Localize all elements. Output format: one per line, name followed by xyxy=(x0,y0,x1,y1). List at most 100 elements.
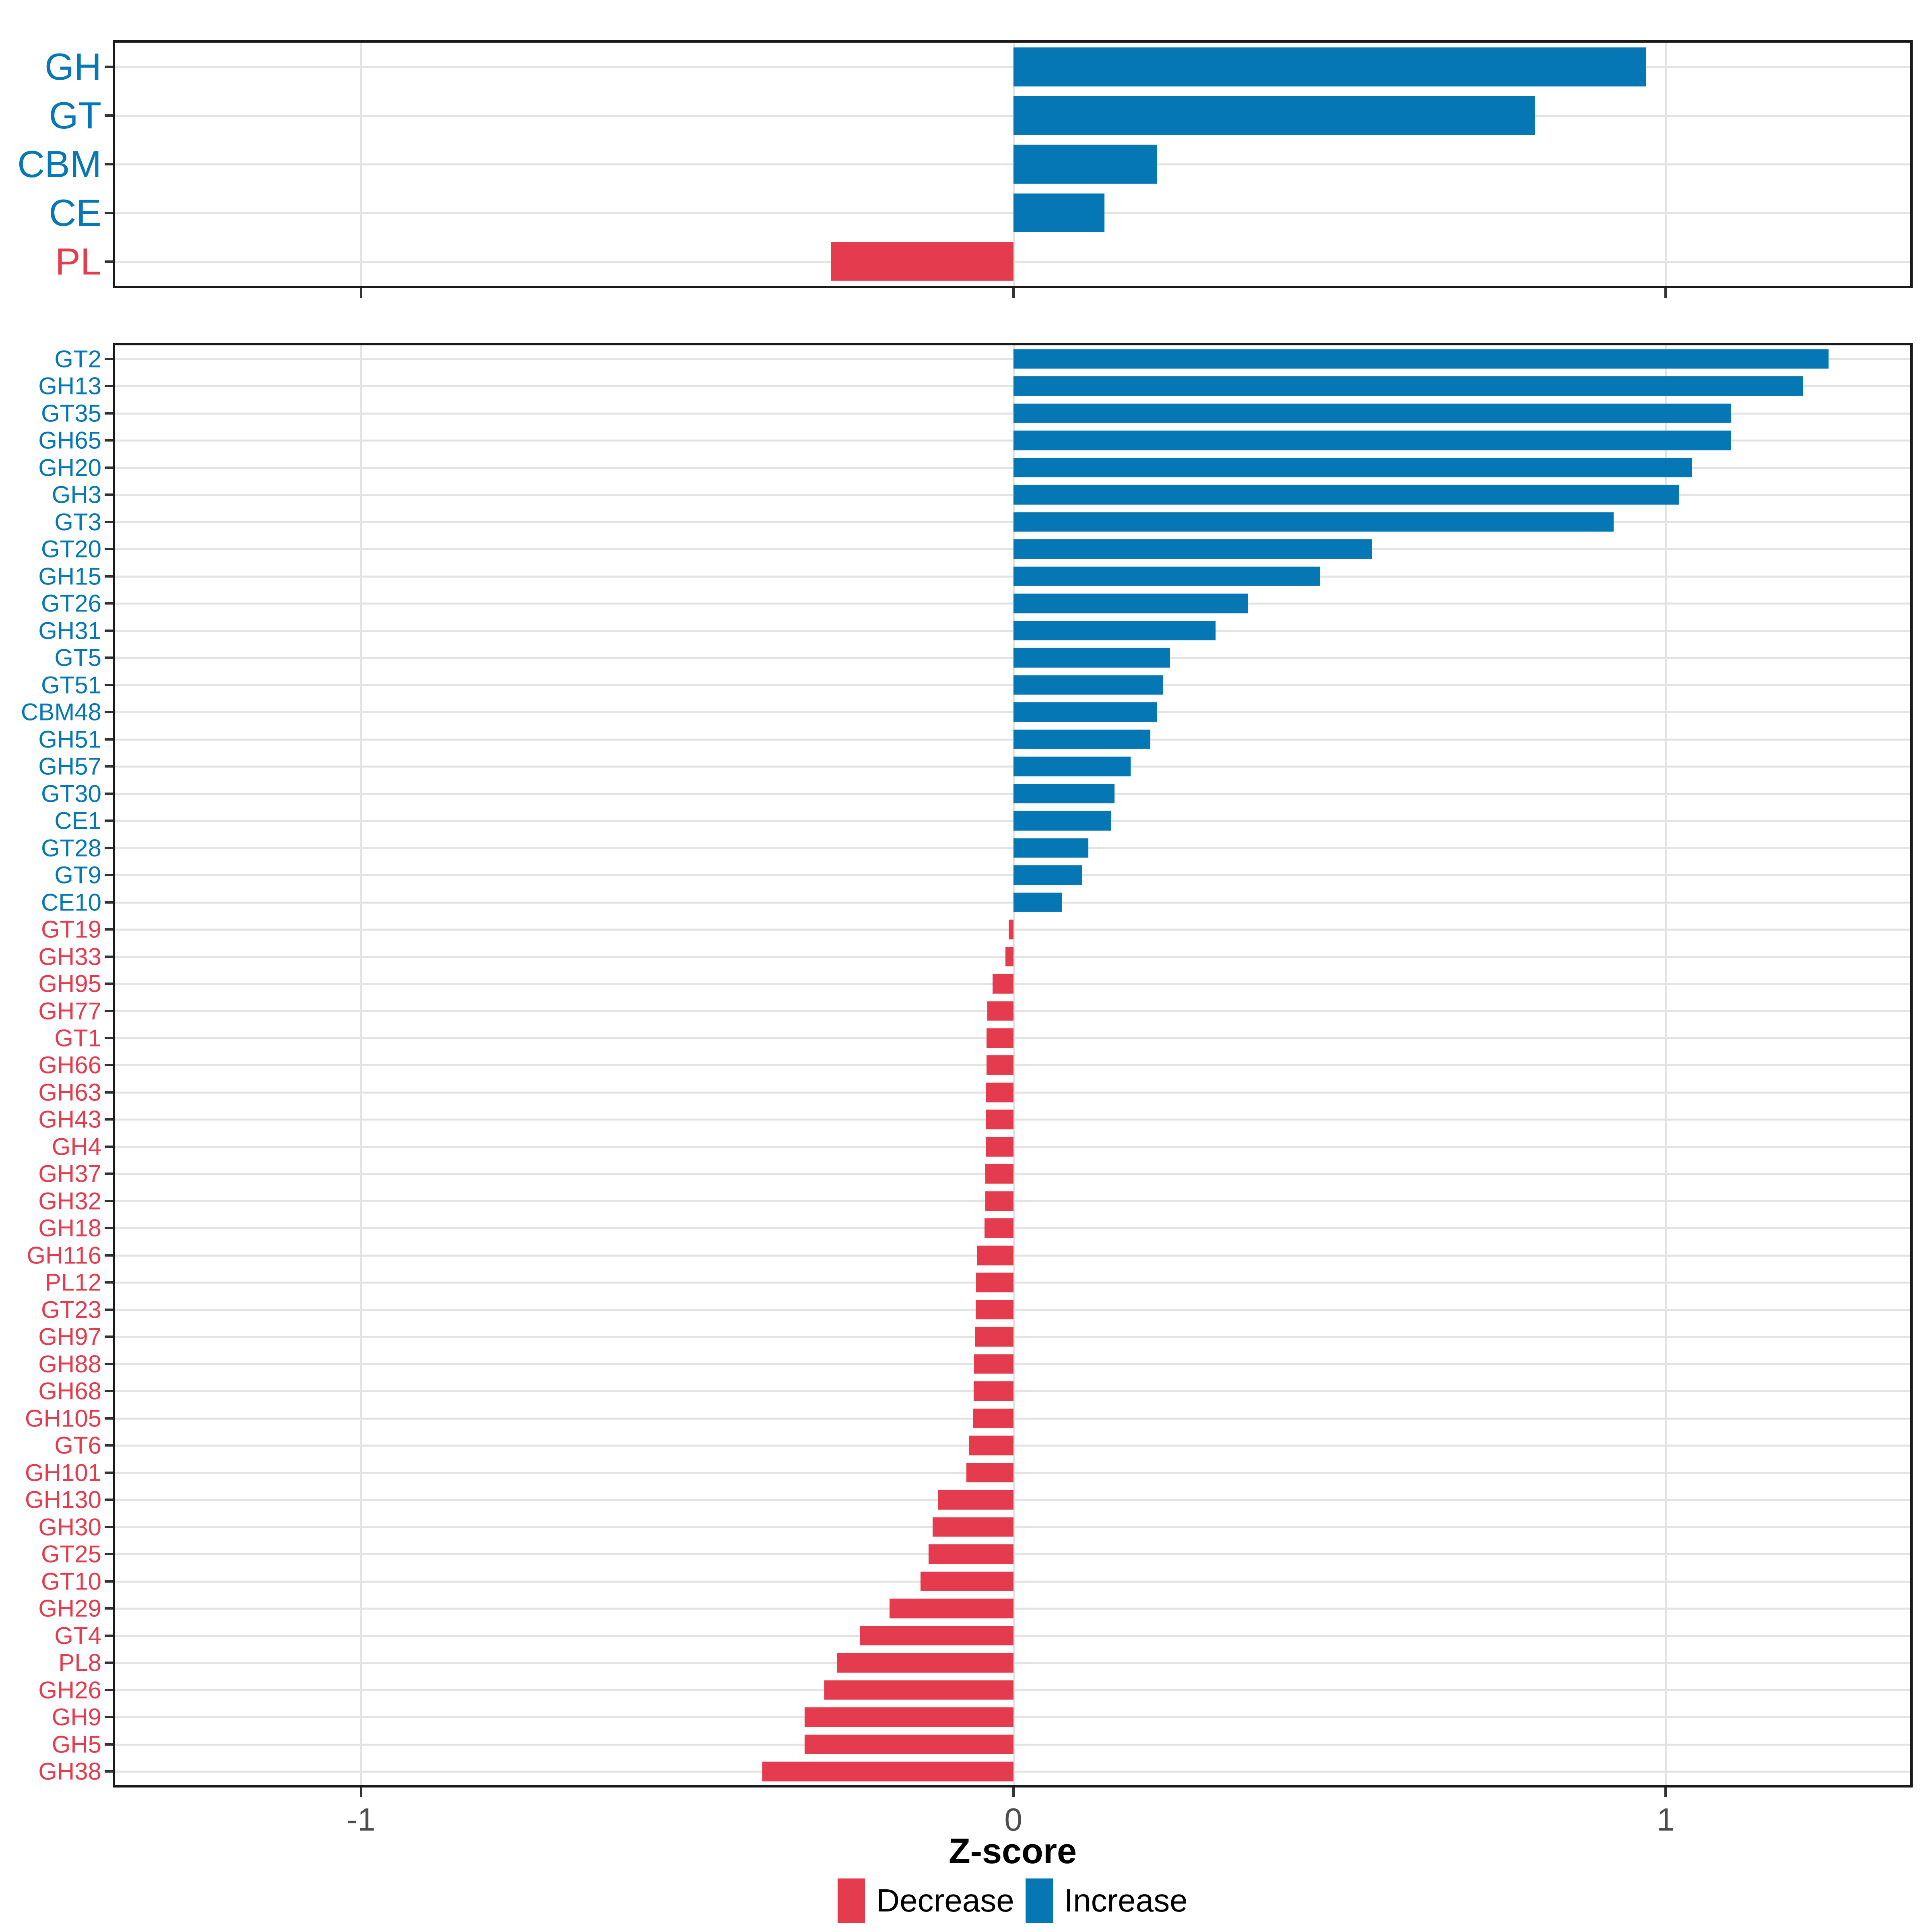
y-axis-label: GT6 xyxy=(54,1432,101,1459)
horizontal-gridline xyxy=(115,358,1910,360)
y-axis-label: CBM48 xyxy=(21,698,101,726)
y-axis-label: GH5 xyxy=(52,1731,101,1758)
y-axis-tick xyxy=(105,983,113,985)
horizontal-gridline xyxy=(115,738,1910,741)
bar xyxy=(987,1001,1013,1021)
bar-row: GH57 xyxy=(38,753,1910,780)
bar xyxy=(973,1381,1013,1401)
x-axis-title: Z-score xyxy=(949,1831,1077,1871)
horizontal-gridline xyxy=(115,521,1910,523)
bar xyxy=(830,242,1013,281)
bar-row: GT51 xyxy=(41,671,1910,698)
y-axis-tick xyxy=(105,1091,113,1094)
bar xyxy=(1009,919,1013,939)
y-axis-tick xyxy=(105,439,113,442)
bar xyxy=(1013,403,1731,423)
bar xyxy=(1013,458,1692,477)
y-axis-tick xyxy=(105,1688,113,1691)
legend: Decrease Increase xyxy=(113,1874,1913,1927)
bar-row: GT26 xyxy=(41,590,1910,617)
bar xyxy=(986,1082,1013,1102)
bar-row: GH4 xyxy=(52,1133,1910,1160)
bar-row: CE1 xyxy=(54,807,1910,834)
y-axis-label: GH57 xyxy=(38,753,101,780)
bar-row: GH5 xyxy=(52,1731,1910,1758)
bar-row: GH20 xyxy=(38,454,1910,481)
y-axis-label: GH18 xyxy=(38,1214,101,1242)
bar-row: GT19 xyxy=(41,916,1910,943)
y-axis-label: GT1 xyxy=(54,1024,101,1052)
y-axis-label: GH88 xyxy=(38,1350,101,1378)
bar-row: GT30 xyxy=(41,780,1910,807)
legend-label: Increase xyxy=(1064,1882,1188,1918)
horizontal-gridline xyxy=(115,847,1910,849)
horizontal-gridline xyxy=(115,820,1910,822)
bar-row: GT23 xyxy=(41,1296,1910,1323)
y-axis-label: GT10 xyxy=(41,1568,101,1595)
y-axis-label: PL8 xyxy=(58,1649,101,1676)
bar xyxy=(1013,144,1157,184)
y-axis-label: GH4 xyxy=(52,1133,101,1160)
y-axis-tick xyxy=(105,1499,113,1501)
y-axis-label: CE10 xyxy=(41,889,101,916)
y-axis-label: GH13 xyxy=(38,372,101,400)
y-axis-tick xyxy=(105,114,113,117)
bar-row: GT9 xyxy=(54,861,1910,889)
bar-row: GT6 xyxy=(54,1432,1910,1459)
y-axis-tick xyxy=(105,1172,113,1175)
bar-row: GH9 xyxy=(52,1704,1910,1731)
y-axis-label: GH38 xyxy=(38,1758,101,1785)
y-axis-tick xyxy=(105,412,113,415)
horizontal-gridline xyxy=(115,793,1910,795)
bar xyxy=(992,974,1013,994)
bar-row: GH29 xyxy=(38,1595,1910,1622)
bar-row: GH66 xyxy=(38,1052,1910,1079)
bar xyxy=(1013,865,1082,885)
y-axis-tick xyxy=(105,1390,113,1393)
y-axis-tick xyxy=(105,1199,113,1202)
bar xyxy=(1013,47,1646,87)
horizontal-gridline xyxy=(115,657,1910,659)
bar xyxy=(975,1327,1013,1347)
y-axis-label: GH37 xyxy=(38,1160,101,1187)
bar xyxy=(889,1599,1013,1618)
plot-area: GH GT CBM CE PL xyxy=(17,43,1910,298)
y-axis-label: GT5 xyxy=(54,644,101,671)
y-axis-label: GH15 xyxy=(38,563,101,590)
y-axis-tick xyxy=(105,1036,113,1039)
horizontal-gridline xyxy=(115,66,1910,68)
bar-row: GH65 xyxy=(38,427,1910,454)
horizontal-gridline xyxy=(115,412,1910,415)
y-axis-label: GH95 xyxy=(38,970,101,997)
y-axis-tick xyxy=(105,1009,113,1012)
y-axis-tick xyxy=(105,575,113,578)
bar xyxy=(1013,349,1829,369)
bar xyxy=(969,1436,1013,1455)
bar xyxy=(1013,811,1111,831)
y-axis-label: GH101 xyxy=(25,1459,101,1486)
bar xyxy=(805,1707,1013,1727)
bar-row: GH37 xyxy=(38,1160,1910,1187)
y-axis-tick xyxy=(105,1471,113,1474)
y-axis-tick xyxy=(105,1444,113,1447)
y-axis-label: GH68 xyxy=(38,1377,101,1405)
legend-item-decrease: Decrease xyxy=(838,1878,1014,1923)
y-axis-tick xyxy=(105,1064,113,1067)
x-axis-tick-label: 1 xyxy=(1657,1802,1675,1837)
horizontal-gridline xyxy=(115,440,1910,442)
bar xyxy=(986,1110,1013,1129)
panel-cazyme-families: -1 0 1 GT2 GH13 GT35 GH65 GH20 GH3 GT3 GT20 GH15 GT2… xyxy=(21,343,1913,1837)
y-axis-label: GT xyxy=(49,94,101,137)
bar xyxy=(1013,96,1536,135)
bar xyxy=(987,1028,1013,1048)
y-axis-label: GH116 xyxy=(27,1242,101,1269)
y-axis-tick xyxy=(105,1770,113,1773)
y-axis-tick xyxy=(105,1662,113,1664)
bar-row: GH116 xyxy=(27,1242,1910,1269)
y-axis-tick xyxy=(105,955,113,958)
bar-row: GT10 xyxy=(41,1568,1910,1595)
bar xyxy=(1005,947,1013,966)
x-axis-tick xyxy=(1664,1788,1667,1797)
y-axis-tick xyxy=(105,211,113,214)
bar xyxy=(1013,376,1803,396)
